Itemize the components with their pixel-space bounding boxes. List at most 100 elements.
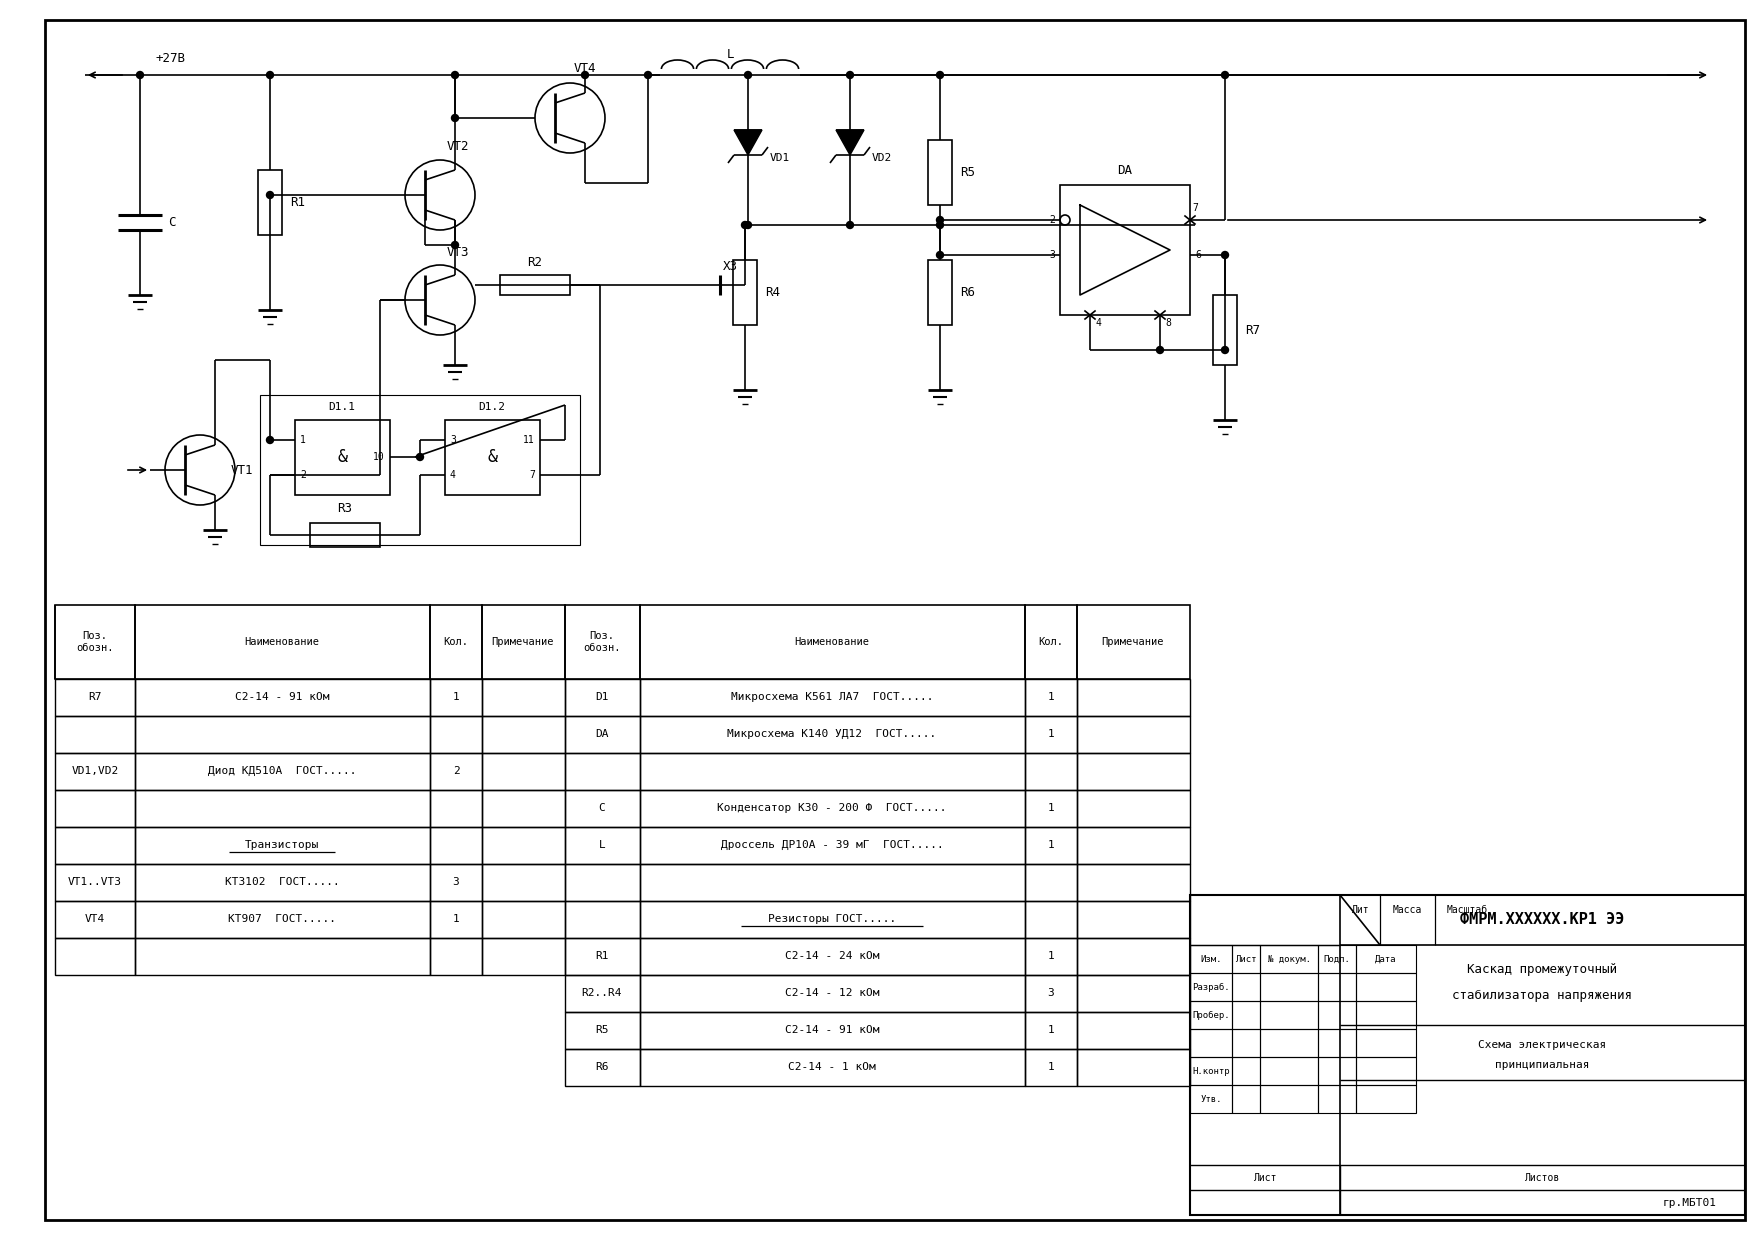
Text: &: &	[488, 448, 496, 466]
Text: VT1..VT3: VT1..VT3	[68, 877, 123, 887]
Text: 7: 7	[1193, 203, 1198, 213]
Text: Подп.: Подп.	[1324, 955, 1351, 963]
Bar	[640, 975, 1024, 1012]
Circle shape	[847, 222, 854, 228]
Bar	[1024, 680, 1077, 715]
Bar	[1259, 1085, 1317, 1114]
Text: 8: 8	[1165, 317, 1172, 329]
Circle shape	[451, 242, 458, 248]
Text: L: L	[726, 48, 733, 62]
Text: 1: 1	[1047, 1025, 1054, 1035]
Text: Листов: Листов	[1524, 1173, 1559, 1183]
Bar	[135, 937, 430, 975]
Text: С2-14 - 1 кОм: С2-14 - 1 кОм	[788, 1061, 875, 1073]
Text: R4: R4	[765, 285, 781, 299]
Circle shape	[416, 454, 423, 460]
Bar	[310, 523, 381, 547]
Text: С2-14 - 12 кОм: С2-14 - 12 кОм	[784, 988, 879, 998]
Bar	[1024, 605, 1077, 680]
Bar	[1189, 1056, 1231, 1085]
Text: R2: R2	[528, 257, 542, 269]
Text: Примечание: Примечание	[1102, 637, 1165, 647]
Bar	[260, 396, 581, 546]
Text: Диод КД510А  ГОСТ.....: Диод КД510А ГОСТ.....	[207, 766, 356, 776]
Text: C: C	[168, 216, 175, 228]
Bar	[1024, 864, 1077, 901]
Text: С2-14 - 91 кОм: С2-14 - 91 кОм	[235, 692, 330, 702]
Text: VT4: VT4	[84, 914, 105, 924]
Bar	[54, 864, 135, 901]
Circle shape	[267, 191, 274, 198]
Bar	[928, 260, 952, 325]
Text: VT3: VT3	[447, 246, 470, 258]
Bar	[1356, 1085, 1415, 1114]
Circle shape	[744, 72, 751, 78]
Bar	[565, 605, 640, 680]
Text: 1: 1	[1047, 951, 1054, 961]
Text: 6: 6	[1194, 250, 1201, 260]
Bar	[1317, 1085, 1356, 1114]
Text: VT2: VT2	[447, 140, 470, 154]
Circle shape	[937, 72, 944, 78]
Circle shape	[937, 222, 944, 228]
Text: Примечание: Примечание	[491, 637, 554, 647]
Bar	[482, 901, 565, 937]
Text: R3: R3	[337, 502, 353, 516]
Circle shape	[742, 222, 749, 228]
Text: 7: 7	[530, 470, 535, 480]
Text: DA: DA	[595, 729, 609, 739]
Bar	[1024, 937, 1077, 975]
Text: 10: 10	[374, 453, 384, 463]
Bar	[1214, 295, 1237, 365]
Bar	[565, 864, 640, 901]
Text: VT4: VT4	[574, 62, 596, 74]
Bar	[1189, 895, 1745, 1215]
Bar	[135, 680, 430, 715]
Bar	[1077, 937, 1189, 975]
Bar	[640, 827, 1024, 864]
Text: Лист: Лист	[1254, 1173, 1277, 1183]
Bar	[640, 605, 1024, 680]
Bar	[1356, 1029, 1415, 1056]
Bar	[1024, 1012, 1077, 1049]
Circle shape	[847, 72, 854, 78]
Circle shape	[267, 436, 274, 444]
Bar	[1077, 680, 1189, 715]
Text: 1: 1	[453, 914, 460, 924]
Text: R5: R5	[595, 1025, 609, 1035]
Text: Изм.: Изм.	[1200, 955, 1223, 963]
Bar	[1189, 945, 1231, 973]
Bar	[1356, 1001, 1415, 1029]
Text: R1: R1	[289, 196, 305, 208]
Bar	[733, 260, 758, 325]
Text: R7: R7	[1245, 324, 1259, 336]
Bar	[135, 864, 430, 901]
Bar	[430, 827, 482, 864]
Bar	[565, 753, 640, 790]
Bar	[640, 864, 1024, 901]
Text: 1: 1	[1047, 1061, 1054, 1073]
Bar	[1189, 973, 1231, 1001]
Bar	[1259, 945, 1317, 973]
Text: X3: X3	[723, 260, 737, 274]
Text: 2: 2	[300, 470, 305, 480]
Text: С2-14 - 91 кОм: С2-14 - 91 кОм	[784, 1025, 879, 1035]
Bar	[482, 790, 565, 827]
Text: Схема электрическая: Схема электрическая	[1479, 1040, 1607, 1050]
Bar	[1356, 973, 1415, 1001]
Bar	[135, 790, 430, 827]
Bar	[135, 827, 430, 864]
Bar	[1231, 1029, 1259, 1056]
Text: VD1,VD2: VD1,VD2	[72, 766, 119, 776]
Bar	[135, 605, 430, 680]
Text: Масса: Масса	[1393, 905, 1422, 915]
Bar	[1259, 1029, 1317, 1056]
Bar	[1259, 1001, 1317, 1029]
Text: гр.МБТ01: гр.МБТ01	[1663, 1198, 1717, 1208]
Circle shape	[582, 72, 589, 78]
Bar	[1024, 753, 1077, 790]
Bar	[565, 680, 640, 715]
Circle shape	[451, 114, 458, 122]
Text: VD2: VD2	[872, 153, 893, 162]
Circle shape	[644, 72, 651, 78]
